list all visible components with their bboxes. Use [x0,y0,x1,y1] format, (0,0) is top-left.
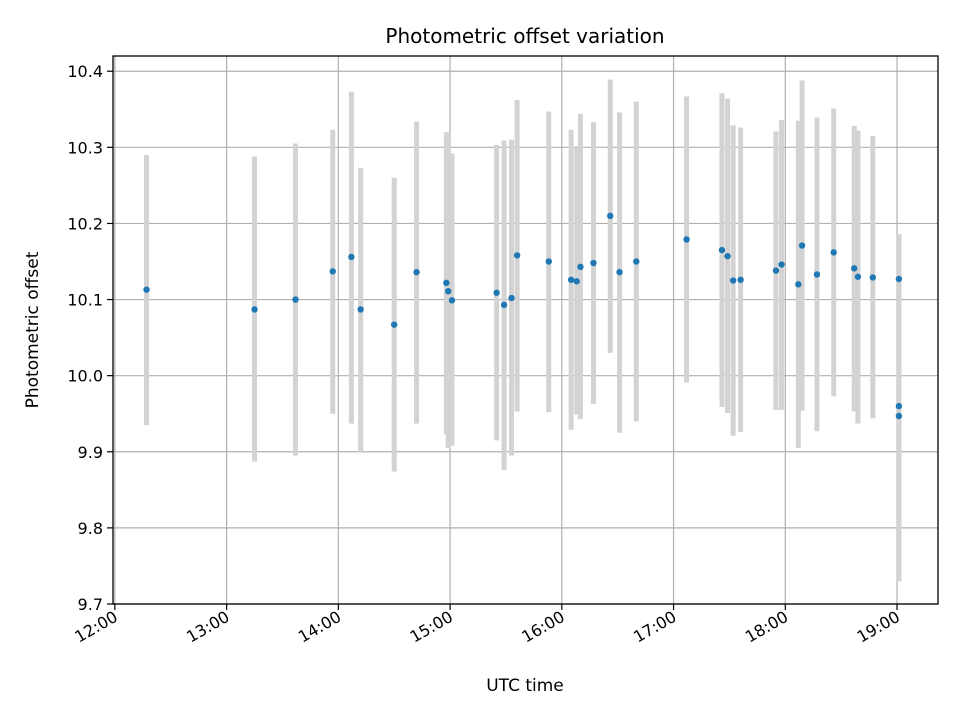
data-point [895,412,903,420]
data-point [545,258,552,265]
data-point [590,259,597,267]
data-point [508,294,515,302]
data-point [772,267,780,274]
data-point [391,321,398,328]
y-axis-label: Photometric offset [23,251,43,408]
y-tick-label: 10.2 [67,214,103,233]
x-axis-label: UTC time [486,676,564,696]
data-point [443,279,450,287]
data-point [357,306,364,313]
data-point [724,252,731,260]
data-point [493,289,500,296]
data-point [577,263,584,271]
data-point [633,258,640,265]
data-point [895,402,903,410]
y-tick-label: 10.0 [67,367,103,386]
data-point [798,242,806,249]
data-point [830,249,837,256]
data-point [850,265,858,272]
data-point [869,274,877,281]
data-point [813,271,821,278]
data-point [567,276,575,283]
data-point [143,286,150,293]
y-tick-label: 10.3 [67,138,103,157]
grid [113,56,938,605]
data-point [607,212,614,220]
data-point [292,296,299,303]
y-tick-label: 10.4 [67,62,103,81]
data-point [895,275,903,283]
y-tick-label: 9.8 [78,519,103,538]
plot-frame [112,55,939,605]
data-point [251,306,258,313]
data-point [573,278,580,285]
data-point [448,297,456,304]
y-tick-label: 9.9 [78,443,103,462]
data-point [329,268,336,275]
y-tick-label: 9.7 [78,595,103,614]
data-point [729,277,737,284]
data-point [778,261,785,268]
data-point [413,268,420,276]
data-point [616,268,623,276]
data-point [795,281,802,288]
data-point [348,253,355,261]
data-points [143,212,903,420]
data-point [513,252,521,259]
y-tick-label: 10.1 [67,291,103,310]
data-point [683,236,690,243]
data-point [718,246,726,254]
chart-title: Photometric offset variation [385,24,664,48]
data-point [854,273,862,280]
data-point [445,287,452,295]
data-point [737,276,744,283]
data-point [500,301,508,309]
